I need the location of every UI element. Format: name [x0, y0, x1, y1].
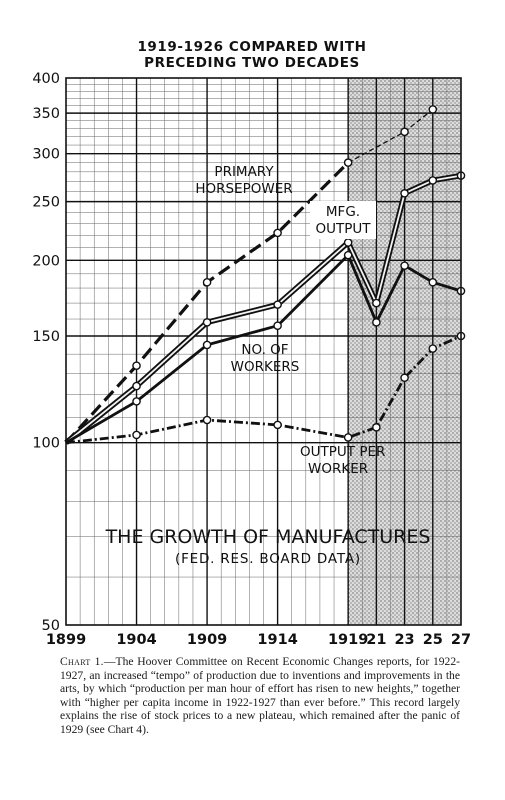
x-tick-label: 1899 — [46, 632, 86, 648]
data-point — [428, 105, 438, 114]
data-point — [400, 373, 409, 383]
data-point — [428, 344, 438, 353]
x-tick-label: 1909 — [187, 632, 227, 648]
data-point — [273, 228, 282, 238]
y-tick-label: 100 — [32, 436, 60, 452]
series-label-3: WORKER — [308, 461, 368, 477]
data-point — [343, 238, 353, 247]
figure-caption: Chart 1.—The Hoover Committee on Recent … — [60, 655, 460, 737]
x-tick-label: 25 — [423, 632, 443, 648]
x-tick-label: 1919 — [328, 632, 368, 648]
data-point — [202, 318, 212, 327]
y-tick-label: 300 — [32, 147, 60, 163]
y-tick-label: 250 — [32, 195, 60, 211]
data-point — [343, 433, 353, 442]
y-tick-label: 50 — [42, 618, 60, 634]
data-point — [400, 261, 409, 270]
data-point — [273, 420, 282, 430]
plot-border — [65, 77, 462, 626]
data-point — [343, 250, 353, 260]
series-label-2: NO. OF — [241, 342, 288, 358]
caption-lead: Chart 1. — [60, 655, 104, 668]
x-tick-label: 1914 — [257, 632, 297, 648]
data-point — [400, 189, 409, 198]
data-point — [273, 300, 282, 309]
data-point — [132, 430, 141, 440]
y-tick-label: 200 — [32, 253, 60, 269]
x-tick-label: 1904 — [116, 632, 156, 648]
series-label-2: WORKERS — [231, 359, 300, 375]
data-point — [428, 176, 438, 185]
x-tick-label: 21 — [366, 632, 386, 648]
chart-subtitle: PRECEDING TWO DECADES — [144, 55, 360, 71]
data-point — [132, 381, 141, 391]
data-point — [202, 415, 212, 425]
data-point — [372, 318, 381, 327]
data-point — [372, 298, 381, 308]
y-tick-label: 400 — [32, 71, 60, 87]
y-tick-label: 150 — [32, 329, 60, 345]
data-point — [343, 158, 353, 167]
series-label-bg — [310, 201, 376, 239]
data-point — [372, 423, 381, 432]
caption-text: —The Hoover Committee on Recent Economic… — [60, 655, 460, 736]
data-point — [428, 277, 438, 287]
x-tick-label: 27 — [451, 632, 471, 648]
data-point — [273, 321, 282, 330]
series-label-1: OUTPUT — [315, 221, 371, 237]
y-tick-label: 350 — [32, 106, 60, 122]
series-label-0: PRIMARY — [214, 164, 274, 180]
series-label-3: OUTPUT PER — [300, 444, 385, 460]
inner-subtitle: (FED. RES. BOARD DATA) — [175, 551, 361, 567]
series-label-0: HORSEPOWER — [195, 181, 292, 197]
data-point — [202, 340, 212, 350]
chart-title: 1919-1926 COMPARED WITH — [137, 39, 366, 55]
data-point — [400, 127, 409, 137]
data-point — [132, 361, 141, 370]
data-point — [132, 397, 141, 406]
chart: 1919-1926 COMPARED WITH PRECEDING TWO DE… — [32, 39, 471, 648]
data-point — [202, 277, 212, 287]
inner-title: THE GROWTH OF MANUFACTURES — [105, 526, 431, 548]
x-tick-label: 23 — [394, 632, 414, 648]
chart-svg: 1919-1926 COMPARED WITH PRECEDING TWO DE… — [32, 39, 471, 648]
series-label-1: MFG. — [326, 204, 360, 220]
